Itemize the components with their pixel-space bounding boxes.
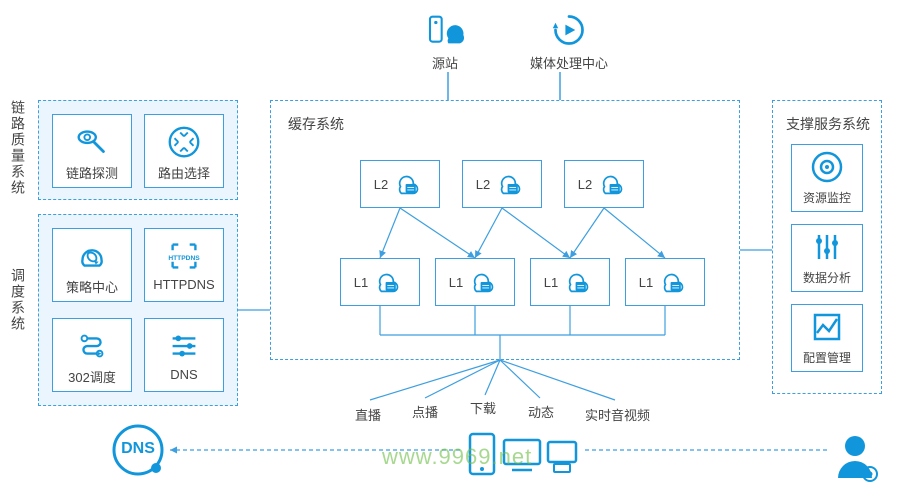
policy-center-icon — [73, 237, 111, 275]
watermark: www.9969.net — [382, 444, 532, 470]
cache-l1-node-1: L1 — [435, 258, 515, 306]
top-media-center: 媒体处理中心 — [530, 12, 608, 72]
cloud-server-icon — [467, 267, 501, 297]
link-probe-box: 链路探测 — [52, 114, 132, 188]
support-title: 支撑服务系统 — [786, 114, 870, 134]
svg-text:HTTPDNS: HTTPDNS — [168, 255, 200, 262]
link-quality-title: 链路质量系统 — [8, 100, 28, 196]
dispatch-title: 调度系统 — [8, 268, 28, 332]
route-select-box: 路由选择 — [144, 114, 224, 188]
302-dispatch-box: 302调度 — [52, 318, 132, 392]
cache-l1-label-0: L1 — [354, 275, 368, 290]
link-probe-icon — [73, 123, 111, 161]
dns-circle-label: DNS — [108, 440, 168, 458]
dns-circle: DNS — [108, 420, 168, 480]
resource-monitor-label: 资源监控 — [792, 189, 862, 206]
user-icon-box — [830, 430, 880, 486]
cache-l2-node-0: L2 — [360, 160, 440, 208]
cache-l1-label-1: L1 — [449, 275, 463, 290]
cache-l2-node-2: L2 — [564, 160, 644, 208]
cache-l1-node-0: L1 — [340, 258, 420, 306]
service-download: 下载 — [470, 398, 496, 417]
cache-l1-label-2: L1 — [544, 275, 558, 290]
config-mgmt-icon — [807, 307, 847, 347]
cache-l2-label-0: L2 — [374, 177, 388, 192]
policy-center-label: 策略中心 — [53, 277, 131, 302]
httpdns-label: HTTPDNS — [145, 277, 223, 298]
cloud-server-icon — [596, 169, 630, 199]
media-center-icon — [549, 12, 589, 48]
cache-panel — [270, 100, 740, 360]
cache-l1-label-3: L1 — [639, 275, 653, 290]
cloud-server-icon — [562, 267, 596, 297]
cloud-server-icon — [657, 267, 691, 297]
service-live: 直播 — [355, 405, 381, 424]
user-gear-icon — [830, 430, 880, 486]
route-select-label: 路由选择 — [145, 163, 223, 188]
cloud-server-icon — [372, 267, 406, 297]
dns-label: DNS — [145, 367, 223, 388]
httpdns-icon: HTTPDNS — [165, 237, 203, 275]
302-dispatch-label: 302调度 — [53, 367, 131, 392]
origin-label: 源站 — [425, 53, 465, 72]
dns-icon — [165, 327, 203, 365]
cache-l1-node-2: L1 — [530, 258, 610, 306]
cloud-server-icon — [494, 169, 528, 199]
service-dynamic: 动态 — [528, 402, 554, 421]
top-origin: 源站 — [425, 12, 465, 72]
data-analysis-icon — [807, 227, 847, 267]
service-realtime-av: 实时音视频 — [585, 405, 650, 424]
cache-l2-label-2: L2 — [578, 177, 592, 192]
cache-l2-node-1: L2 — [462, 160, 542, 208]
resource-monitor-icon — [807, 147, 847, 187]
origin-icon — [425, 12, 465, 48]
link-probe-label: 链路探测 — [53, 163, 131, 188]
cloud-server-icon — [392, 169, 426, 199]
service-vod: 点播 — [412, 402, 438, 421]
httpdns-box: HTTPDNS HTTPDNS — [144, 228, 224, 302]
dns-box: DNS — [144, 318, 224, 392]
route-select-icon — [165, 123, 203, 161]
config-mgmt-label: 配置管理 — [792, 349, 862, 366]
media-center-label: 媒体处理中心 — [530, 53, 608, 72]
302-dispatch-icon — [73, 327, 111, 365]
config-mgmt-box: 配置管理 — [791, 304, 863, 372]
cache-l1-node-3: L1 — [625, 258, 705, 306]
policy-center-box: 策略中心 — [52, 228, 132, 302]
data-analysis-label: 数据分析 — [792, 269, 862, 286]
cache-l2-label-1: L2 — [476, 177, 490, 192]
cache-title: 缓存系统 — [288, 114, 344, 134]
resource-monitor-box: 资源监控 — [791, 144, 863, 212]
data-analysis-box: 数据分析 — [791, 224, 863, 292]
